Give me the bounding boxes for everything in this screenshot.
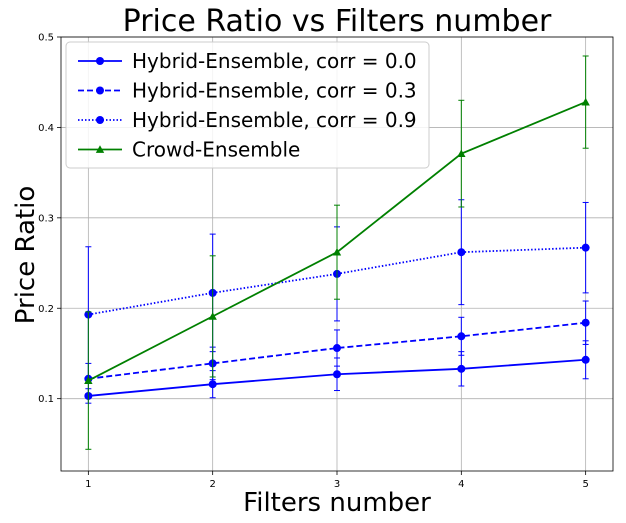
- legend-marker: [96, 116, 104, 124]
- data-point: [457, 364, 466, 373]
- y-tick-label: 0.4: [38, 123, 54, 134]
- data-point: [457, 149, 466, 157]
- legend-item-2: Hybrid-Ensemble, corr = 0.3: [78, 79, 417, 103]
- plot-frame: [60, 36, 614, 472]
- series-1: [84, 340, 590, 404]
- legend-item-4: Crowd-Ensemble: [78, 138, 300, 162]
- y-tick-label: 0.5: [38, 33, 54, 44]
- legend-item-1: Hybrid-Ensemble, corr = 0.0: [78, 49, 417, 73]
- data-point: [333, 370, 341, 379]
- legend-box: [65, 41, 430, 169]
- y-tick-label: 0.2: [38, 304, 54, 315]
- x-tick-label: 1: [85, 479, 91, 490]
- axes: 1 2 3 4 5 0.1 0.2 0.3 0.4 0.5: [38, 33, 614, 490]
- data-point: [332, 247, 342, 256]
- legend-label: Hybrid-Ensemble, corr = 0.9: [132, 108, 417, 132]
- data-point: [581, 318, 590, 327]
- series-line: [88, 321, 586, 380]
- legend-marker: [96, 86, 104, 95]
- y-tick-label: 0.3: [38, 213, 54, 224]
- data-point: [457, 332, 466, 341]
- y-tick-label: 0.1: [38, 394, 54, 405]
- legend-item-3: Hybrid-Ensemble, corr = 0.9: [78, 108, 417, 132]
- data-point: [208, 380, 217, 389]
- x-tick-label: 3: [334, 479, 340, 490]
- x-axis-label: Filters number: [243, 488, 431, 518]
- legend: Hybrid-Ensemble, corr = 0.0 Hybrid-Ensemb…: [65, 41, 430, 169]
- legend-label: Hybrid-Ensemble, corr = 0.0: [132, 49, 417, 73]
- x-tick-label: 5: [582, 479, 588, 490]
- y-axis-label: Price Ratio: [11, 186, 41, 324]
- data-point: [457, 248, 466, 257]
- chart-title: Price Ratio vs Filters number: [123, 4, 552, 39]
- legend-marker: [95, 145, 105, 153]
- data-point: [581, 97, 590, 106]
- x-tick-label: 2: [209, 479, 215, 490]
- legend-marker: [96, 57, 104, 65]
- data-point: [333, 344, 341, 353]
- series-4: [84, 55, 590, 450]
- series-2: [84, 300, 590, 395]
- x-tick-label: 4: [458, 479, 464, 490]
- legend-label: Crowd-Ensemble: [132, 138, 300, 162]
- legend-label: Hybrid-Ensemble, corr = 0.3: [132, 79, 417, 103]
- data-point: [581, 355, 590, 364]
- data-point: [581, 243, 590, 252]
- series-line: [88, 246, 586, 316]
- series-layer: [84, 55, 590, 450]
- data-point: [208, 312, 217, 320]
- data-point: [84, 376, 93, 384]
